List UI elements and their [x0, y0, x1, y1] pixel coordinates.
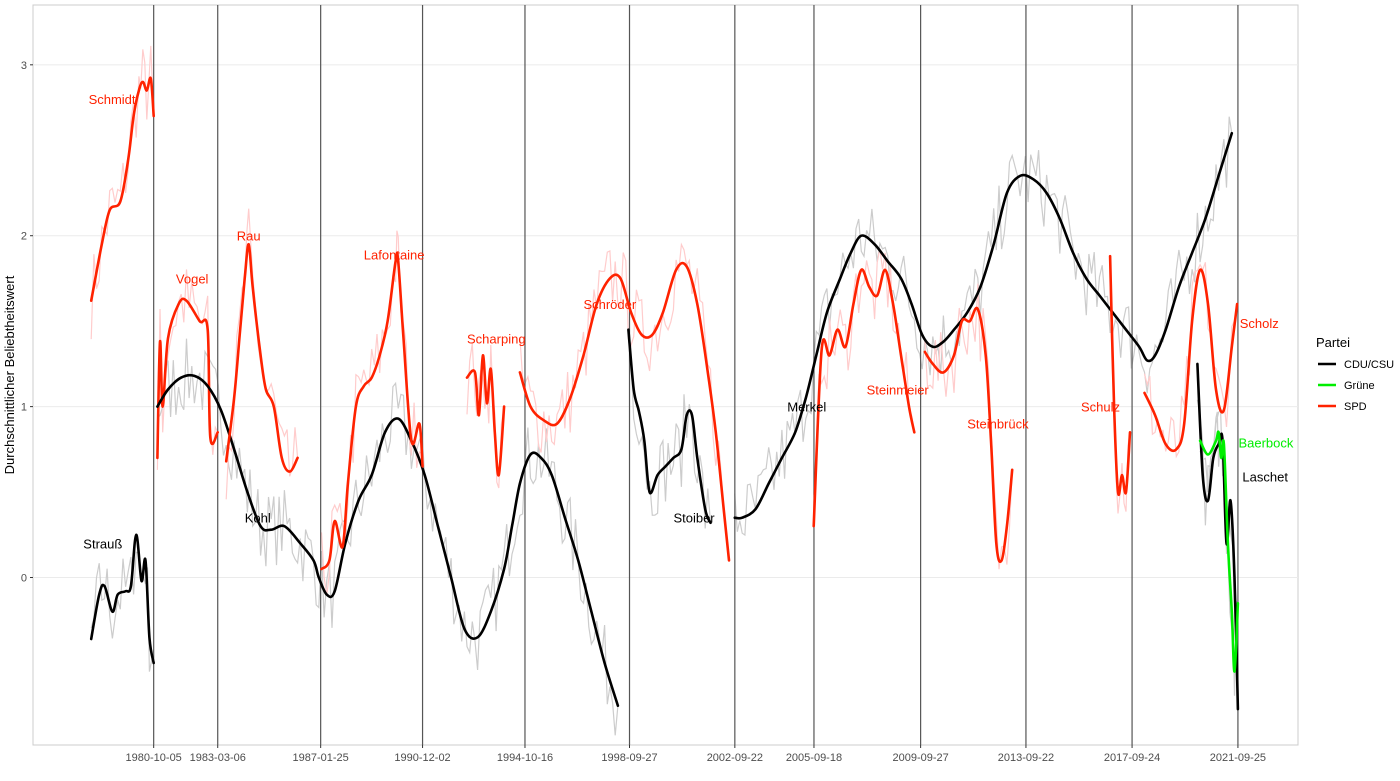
series-line-stoiber	[627, 328, 712, 525]
raw-trace-merkel	[734, 116, 1233, 537]
series-line-schmidt	[89, 76, 155, 302]
series-line-laschet	[1196, 362, 1240, 711]
series-line-steinmeier	[812, 268, 916, 528]
x-tick-label-2021-09-25: 2021-09-25	[1210, 752, 1266, 764]
x-tick-label-2009-09-27: 2009-09-27	[892, 752, 948, 764]
candidate-label-baerbock: Baerbock	[1238, 436, 1293, 451]
candidate-label-stoiber: Stoiber	[673, 511, 715, 526]
x-tick-label-2005-09-18: 2005-09-18	[786, 752, 842, 764]
x-tick-label-2002-09-22: 2002-09-22	[707, 752, 763, 764]
candidate-label-lafontaine: Lafontaine	[364, 248, 425, 263]
y-tick-label: 3	[21, 60, 27, 72]
candidate-label-merkel: Merkel	[787, 400, 826, 415]
series-line-scharping	[465, 353, 506, 477]
legend-label-cdu-csu: CDU/CSU	[1344, 359, 1394, 371]
series-line-vogel	[156, 297, 219, 460]
candidate-label-strauss: Strauß	[83, 536, 122, 551]
y-axis-title: Durchschnittlicher Beliebtheitswert	[2, 275, 17, 474]
candidate-label-kohl: Kohl	[245, 511, 271, 526]
x-tick-label-1990-12-02: 1990-12-02	[394, 752, 450, 764]
series-line-rau	[224, 242, 299, 473]
x-tick-label-1998-09-27: 1998-09-27	[601, 752, 657, 764]
y-tick-label: 2	[21, 231, 27, 243]
candidate-label-schmidt: Schmidt	[89, 92, 136, 107]
series-line-schulz	[1108, 254, 1132, 496]
candidate-labels: Schmidt Strauß Vogel Kohl Rau Lafontaine Schar…	[83, 92, 1294, 551]
candidate-label-vogel: Vogel	[176, 271, 209, 286]
candidate-label-schroeder: Schröder	[583, 297, 636, 312]
raw-trace-schmidt	[90, 45, 155, 340]
legend: Partei CDU/CSU Grüne SPD	[1316, 335, 1394, 413]
candidate-label-laschet: Laschet	[1242, 470, 1288, 485]
legend-title: Partei	[1316, 335, 1350, 350]
y-axis: 0 1 2 3	[21, 60, 33, 585]
plot-panel	[32, 4, 1299, 746]
legend-label-gruene: Grüne	[1344, 380, 1375, 392]
series-line-merkel	[733, 131, 1234, 520]
raw-trace-kohl	[156, 338, 619, 736]
election-lines	[153, 5, 1239, 745]
candidate-label-steinmeier: Steinmeier	[867, 383, 930, 398]
series-line-baerbock	[1198, 430, 1240, 673]
series-lines	[89, 76, 1240, 711]
raw-trace-steinbrueck	[924, 283, 1013, 570]
x-tick-label-1994-10-16: 1994-10-16	[497, 752, 553, 764]
candidate-label-rau: Rau	[237, 229, 261, 244]
x-tick-label-1983-03-06: 1983-03-06	[190, 752, 246, 764]
candidate-label-scholz: Scholz	[1240, 316, 1279, 331]
series-line-steinbrueck	[923, 306, 1014, 564]
candidate-label-schulz: Schulz	[1081, 400, 1120, 415]
series-line-kohl	[156, 373, 620, 707]
raw-trace-strauss	[90, 551, 155, 672]
candidate-label-steinbrueck: Steinbrück	[967, 417, 1029, 432]
x-tick-label-1980-10-05: 1980-10-05	[126, 752, 182, 764]
y-tick-label: 1	[21, 402, 27, 414]
candidate-label-scharping: Scharping	[467, 331, 526, 346]
x-tick-label-2013-09-22: 2013-09-22	[998, 752, 1054, 764]
series-line-scholz	[1143, 268, 1239, 453]
y-tick-label: 0	[21, 573, 27, 585]
x-tick-label-1987-01-25: 1987-01-25	[293, 752, 349, 764]
legend-label-spd: SPD	[1344, 401, 1367, 413]
series-line-strauss	[89, 533, 155, 665]
grid-lines	[33, 64, 1298, 579]
x-axis: 1980-10-05 1983-03-06 1987-01-25 1990-12-02…	[126, 745, 1266, 764]
raw-trace-stoiber	[627, 338, 712, 529]
series-line-schroeder	[518, 261, 731, 562]
x-tick-label-2017-09-24: 2017-09-24	[1104, 752, 1160, 764]
series-line-lafontaine	[320, 251, 424, 571]
